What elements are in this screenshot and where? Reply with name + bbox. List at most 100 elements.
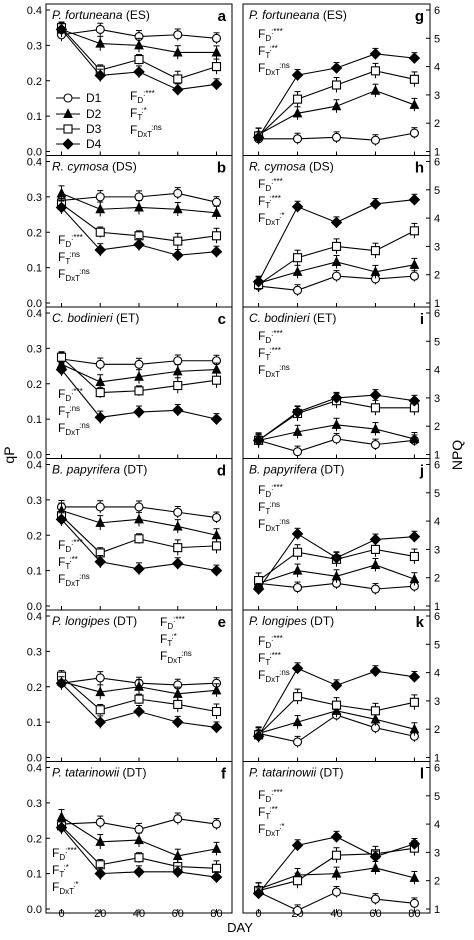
stat-label: FDxT:* (52, 880, 78, 896)
legend-label: D4 (86, 137, 102, 151)
data-point (369, 198, 382, 210)
data-point (252, 131, 265, 144)
data-point (211, 706, 222, 717)
data-point (252, 275, 265, 288)
data-point (330, 392, 343, 404)
data-point (292, 94, 303, 104)
panel-title: B. papyrifera (DT) (249, 463, 344, 477)
data-point (173, 356, 183, 366)
data-point (172, 520, 183, 531)
chart-panel-j: 1 2 3 4 5 6 B. papyrifera (DT) j FD:***FT:nsFDxT… (242, 458, 440, 613)
y-tick-label: 0.3 (27, 343, 42, 355)
y-tick-label: 0.1 (27, 869, 42, 881)
data-point (292, 107, 303, 118)
chart-panel-a: 0.0 0.1 0.2 0.3 0.4 P. fortuneana (ES) a FD:***… (27, 3, 233, 159)
data-point (210, 245, 223, 258)
data-point (134, 386, 144, 396)
data-point (95, 673, 105, 683)
y-tick-label: 0.4 (27, 308, 42, 320)
panel-letter: g (415, 8, 424, 25)
data-point (331, 700, 342, 710)
x-tick-label: 0 (58, 908, 64, 920)
data-point (95, 836, 106, 846)
y-tick-label: 0.4 (27, 763, 42, 775)
y-tick-label: 4 (434, 213, 440, 225)
data-point (173, 188, 183, 198)
data-point (55, 513, 68, 526)
data-point (370, 135, 381, 145)
data-point (331, 434, 342, 444)
data-point (55, 677, 68, 689)
data-point (134, 681, 144, 691)
panel-title: P. fortuneana (ES) (249, 8, 347, 22)
data-point (331, 100, 342, 111)
data-point (408, 838, 421, 850)
legend-marker (62, 138, 74, 150)
data-point (409, 226, 419, 236)
chart-panel-c: 0.00.10.20.30.4 C. bodinieri (ET) cFD:***F… (27, 306, 233, 462)
stat-label: FDxT:ns (160, 649, 192, 665)
x-axis-label: DAY (227, 920, 253, 935)
panels-layer: 0.0 0.1 0.2 0.3 0.4 P. fortuneana (ES) a FD:***… (27, 3, 440, 920)
data-point (133, 66, 145, 78)
y-tick-label: 0.2 (27, 379, 42, 391)
data-point (292, 253, 303, 263)
data-point (370, 894, 381, 904)
data-point (171, 716, 184, 728)
series-d4 (252, 193, 421, 288)
data-point (409, 128, 419, 138)
data-point (133, 406, 145, 418)
data-point (210, 721, 223, 734)
panel-letter: b (217, 160, 226, 177)
data-point (370, 584, 381, 594)
data-point (95, 203, 106, 214)
panel-letter: h (415, 160, 424, 177)
series-d3 (254, 541, 419, 589)
legend-marker (63, 108, 73, 119)
series-d3 (56, 670, 222, 720)
stat-label: FDxT:ns (130, 123, 162, 139)
panel-letter: k (416, 614, 425, 631)
data-point (370, 84, 381, 95)
stat-label: FD:*** (258, 483, 283, 499)
legend-marker (63, 124, 73, 134)
panel-letter: f (221, 766, 227, 783)
x-tick-label: 80 (210, 908, 222, 920)
y-axis-label-right: NPQ (449, 440, 465, 470)
data-point (252, 887, 265, 900)
stat-label: FDxT:ns (258, 61, 290, 77)
data-point (291, 839, 304, 852)
series-d1 (56, 812, 222, 836)
stat-label: FDxT:ns (258, 517, 290, 533)
y-tick-label: 2 (434, 270, 440, 282)
data-point (370, 544, 381, 554)
y-tick-label: 1 (434, 298, 440, 310)
data-point (210, 78, 223, 91)
data-point (408, 671, 421, 683)
stat-label: FT:* (130, 106, 147, 122)
data-point (330, 216, 343, 229)
data-point (370, 403, 381, 413)
data-point (331, 132, 342, 142)
data-point (409, 723, 420, 734)
data-point (330, 62, 343, 74)
legend-label: D2 (86, 107, 102, 121)
data-point (409, 259, 420, 269)
stat-label: FD:*** (160, 615, 185, 631)
panel-letter: e (218, 614, 226, 631)
y-tick-label: 1 (434, 450, 440, 462)
y-tick-label: 5 (434, 639, 440, 651)
y-tick-label: 0.1 (27, 414, 42, 426)
data-point (409, 271, 419, 281)
data-point (292, 583, 303, 593)
y-tick-label: 1 (434, 147, 440, 159)
y-tick-label: 0.1 (27, 717, 42, 729)
stat-label: FD:*** (258, 177, 283, 193)
data-point (173, 30, 183, 40)
data-point (292, 285, 303, 295)
x-tick-label: 60 (172, 908, 184, 920)
data-point (331, 80, 342, 90)
data-point (171, 866, 184, 878)
panel-letter: c (218, 311, 226, 328)
